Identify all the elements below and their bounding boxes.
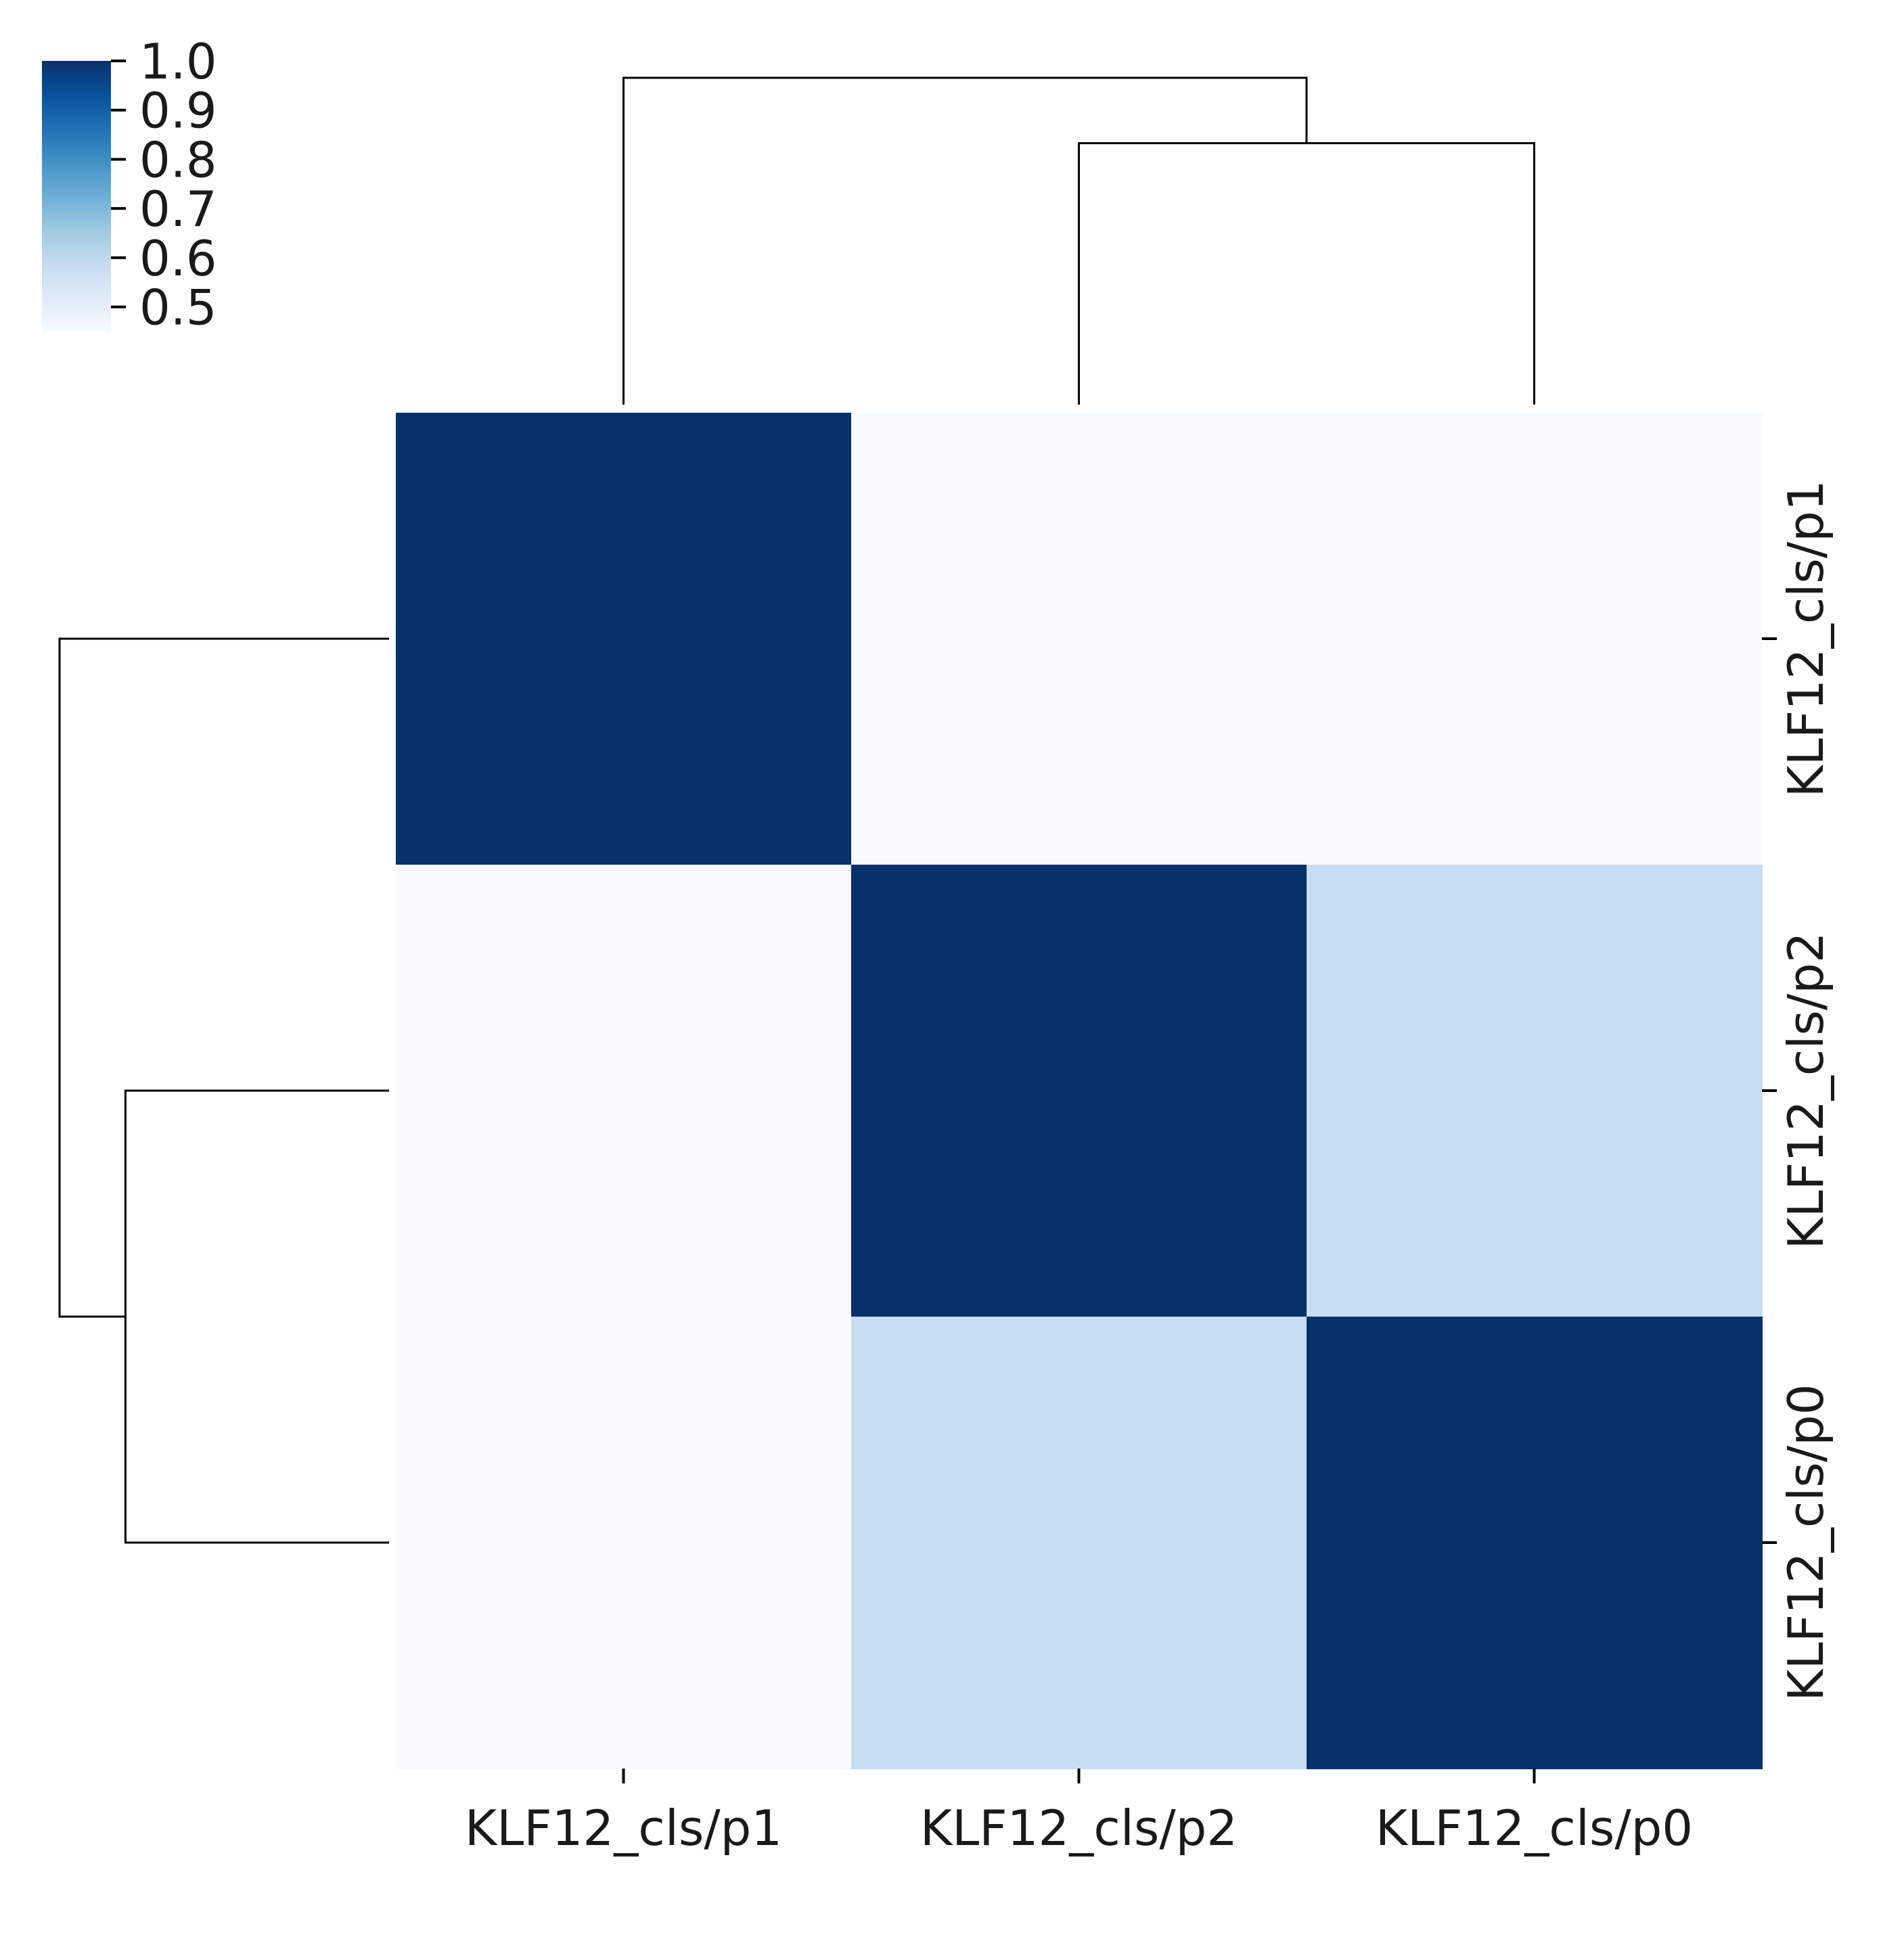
heatmap-cell-0-1 — [851, 413, 1307, 865]
row-dendrogram-branch — [58, 637, 389, 1318]
colorbar: 1.00.90.80.70.60.5 — [42, 33, 217, 336]
colorbar-gradient — [42, 61, 111, 332]
colorbar-tick-label: 0.9 — [139, 83, 217, 139]
heatmap-cell-0-0 — [396, 413, 852, 865]
colorbar-ticks: 1.00.90.80.70.60.5 — [111, 33, 217, 336]
column-dendrogram — [622, 76, 1535, 405]
y-axis: KLF12_cls/p1 KLF12_cls/p2 KLF12_cls/p0 — [1762, 480, 1834, 1702]
y-tick-label: KLF12_cls/p2 — [1777, 932, 1834, 1249]
colorbar-tick-label: 1.0 — [139, 33, 217, 90]
heatmap-cell-2-1 — [851, 1317, 1307, 1769]
x-tick-label: KLF12_cls/p0 — [1376, 1800, 1693, 1857]
colorbar-tick-label: 0.7 — [139, 181, 217, 237]
column-dendrogram-branch — [622, 76, 1308, 405]
heatmap-cell-1-0 — [396, 865, 852, 1317]
row-dendrogram — [58, 637, 389, 1544]
y-tick-label: KLF12_cls/p0 — [1777, 1384, 1834, 1701]
heatmap-cells — [396, 413, 1763, 1769]
x-tick-label: KLF12_cls/p1 — [465, 1800, 782, 1857]
heatmap-cell-2-2 — [1307, 1317, 1763, 1769]
colorbar-tick-label: 0.8 — [139, 131, 217, 188]
x-axis: KLF12_cls/p1 KLF12_cls/p2 KLF12_cls/p0 — [465, 1769, 1693, 1857]
colorbar-tick-label: 0.6 — [139, 230, 217, 287]
heatmap-cell-1-1 — [851, 865, 1307, 1317]
heatmap-cell-0-2 — [1307, 413, 1763, 865]
heatmap-cell-1-2 — [1307, 865, 1763, 1317]
row-dendrogram-branch — [124, 1089, 389, 1544]
x-tick-label: KLF12_cls/p2 — [920, 1800, 1238, 1857]
y-tick-label: KLF12_cls/p1 — [1777, 480, 1834, 797]
column-dendrogram-branch — [1078, 142, 1535, 405]
heatmap-cell-2-0 — [396, 1317, 852, 1769]
colorbar-tick-label: 0.5 — [139, 279, 217, 336]
